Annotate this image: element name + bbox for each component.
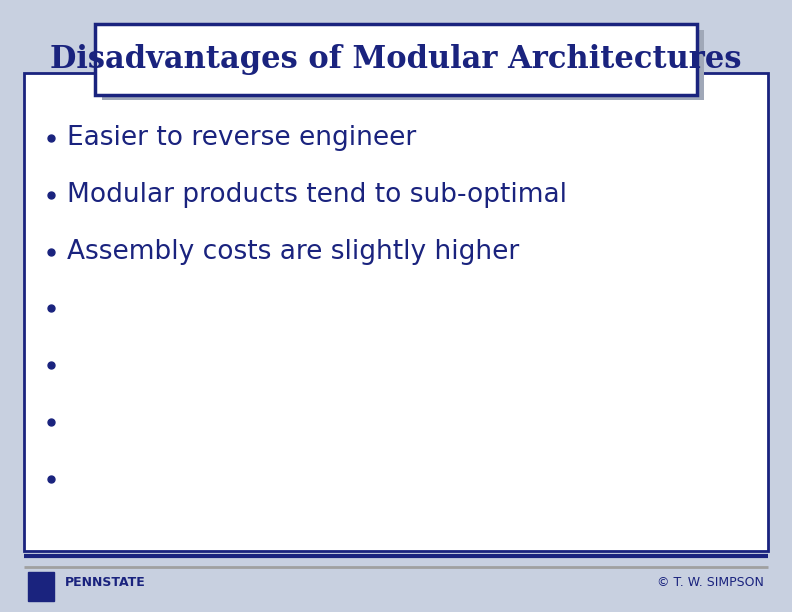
Text: © T. W. SIMPSON: © T. W. SIMPSON [657, 576, 764, 589]
FancyBboxPatch shape [24, 73, 768, 551]
Text: Easier to reverse engineer: Easier to reverse engineer [67, 125, 417, 151]
Text: Disadvantages of Modular Architectures: Disadvantages of Modular Architectures [50, 44, 742, 75]
Text: Modular products tend to sub-optimal: Modular products tend to sub-optimal [67, 182, 567, 207]
FancyBboxPatch shape [102, 30, 704, 100]
FancyBboxPatch shape [28, 572, 54, 601]
FancyBboxPatch shape [95, 24, 697, 95]
Text: PENNSTATE: PENNSTATE [65, 576, 146, 589]
Text: Assembly costs are slightly higher: Assembly costs are slightly higher [67, 239, 520, 264]
